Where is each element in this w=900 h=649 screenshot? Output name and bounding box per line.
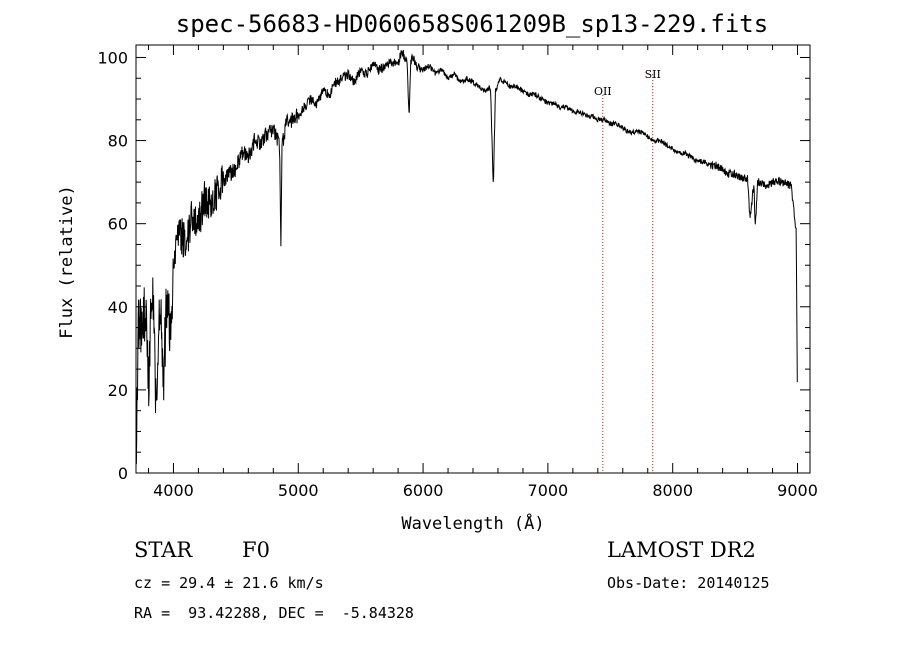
redshift-cz: cz = 29.4 ± 21.6 km/s	[134, 574, 324, 592]
x-axis-label: Wavelength (Å)	[401, 512, 544, 534]
x-tick-label: 5000	[278, 481, 319, 500]
y-tick-label: 80	[108, 132, 128, 151]
line-markers: OII SII	[594, 68, 661, 473]
y-axis-label: Flux (relative)	[57, 185, 77, 339]
x-tick-labels: 4000 5000 6000 7000 8000 9000	[153, 481, 818, 500]
x-tick-label: 8000	[652, 481, 693, 500]
y-tick-label: 20	[108, 381, 128, 400]
y-tick-label: 100	[97, 48, 128, 67]
x-tick-label: 6000	[403, 481, 444, 500]
ra-dec: RA = 93.42288, DEC = -5.84328	[134, 604, 414, 622]
x-tick-label: 4000	[153, 481, 194, 500]
spectrum-line	[135, 49, 798, 465]
object-class: STAR	[134, 538, 193, 562]
observation-date: Obs-Date: 20140125	[607, 574, 770, 592]
spectral-subclass: F0	[242, 538, 270, 562]
chart-title: spec-56683-HD060658S061209B_sp13-229.fit…	[176, 10, 768, 38]
y-tick-label: 0	[118, 464, 128, 483]
y-tick-labels: 0 20 40 60 80 100	[97, 48, 128, 483]
survey-name: LAMOST DR2	[607, 538, 756, 562]
x-tick-label: 7000	[528, 481, 569, 500]
y-tick-label: 60	[108, 215, 128, 234]
x-tick-label: 9000	[777, 481, 818, 500]
y-tick-label: 40	[108, 298, 128, 317]
axis-ticks	[136, 45, 810, 474]
plot-frame	[135, 44, 811, 474]
oii-marker-label: OII	[594, 85, 612, 98]
sii-marker-label: SII	[645, 68, 661, 81]
